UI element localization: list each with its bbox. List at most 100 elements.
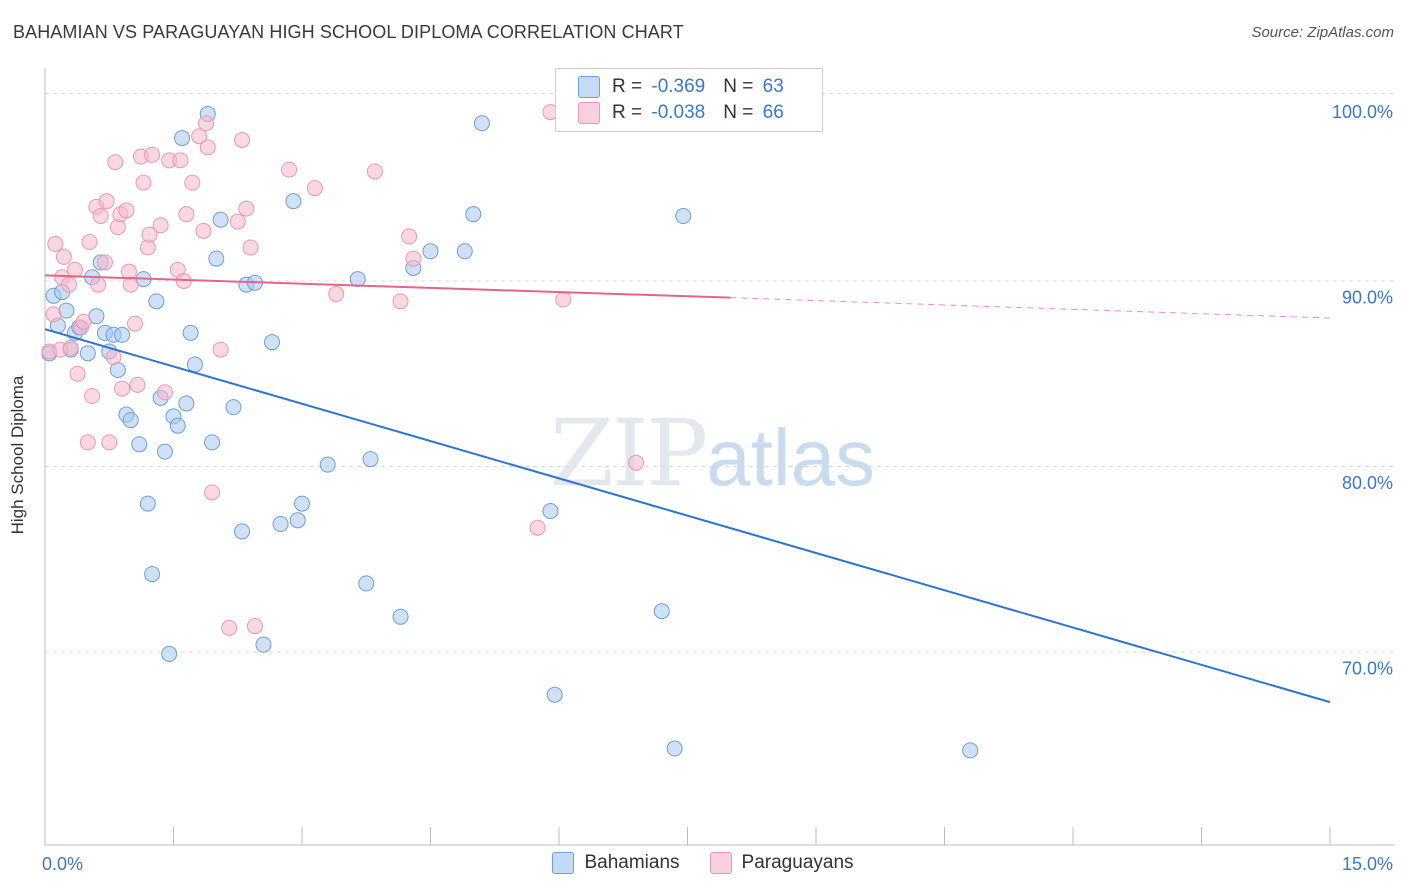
data-point-paraguayans	[392, 293, 409, 310]
data-point-paraguayans	[90, 276, 107, 293]
y-tick-label: 100.0%	[1332, 102, 1393, 122]
legend-swatch-paraguayans	[578, 102, 600, 124]
data-point-bahamians	[139, 495, 156, 512]
data-point-paraguayans	[122, 276, 139, 293]
data-point-paraguayans	[141, 226, 158, 243]
data-point-paraguayans	[172, 152, 189, 169]
watermark-atlas: atlas	[706, 413, 876, 502]
data-point-bahamians	[212, 211, 229, 228]
data-point-paraguayans	[221, 619, 238, 636]
source-label: Source: ZipAtlas.com	[1251, 24, 1394, 41]
legend-n-value: 63	[762, 76, 784, 97]
data-point-bahamians	[666, 740, 683, 757]
data-point-bahamians	[264, 334, 281, 351]
legend-swatch-bahamians	[578, 76, 600, 98]
legend-r-label: R =	[612, 102, 648, 123]
data-point-bahamians	[79, 345, 96, 362]
data-point-paraguayans	[79, 434, 96, 451]
data-point-paraguayans	[199, 139, 216, 156]
data-point-bahamians	[473, 115, 490, 132]
data-point-paraguayans	[195, 222, 212, 239]
data-point-bahamians	[169, 417, 186, 434]
legend-n-label: N =	[723, 76, 759, 97]
y-axis-label: High School Diploma	[8, 375, 27, 535]
data-point-paraguayans	[555, 291, 572, 308]
data-point-bahamians	[255, 636, 272, 653]
data-point-paraguayans	[178, 206, 195, 223]
data-point-paraguayans	[98, 193, 115, 210]
legend-r-label: R =	[612, 76, 648, 97]
data-point-bahamians	[362, 451, 379, 468]
data-point-bahamians	[122, 412, 139, 429]
data-point-bahamians	[546, 686, 563, 703]
data-point-bahamians	[156, 443, 173, 460]
data-point-paraguayans	[96, 254, 113, 271]
data-point-paraguayans	[405, 250, 422, 267]
data-point-bahamians	[204, 434, 221, 451]
data-point-bahamians	[675, 208, 692, 225]
data-point-bahamians	[144, 566, 161, 583]
data-point-paraguayans	[92, 208, 109, 225]
legend-row-bahamians: R = -0.369 N = 63	[578, 74, 788, 100]
legend-row-paraguayans: R = -0.038 N = 66	[578, 100, 788, 126]
data-point-bahamians	[422, 243, 439, 260]
data-point-paraguayans	[47, 235, 64, 252]
watermark: ZIPatlas	[550, 400, 875, 507]
data-point-bahamians	[234, 523, 251, 540]
data-point-paraguayans	[45, 306, 62, 323]
data-point-paraguayans	[118, 202, 135, 219]
data-point-bahamians	[653, 603, 670, 620]
data-point-paraguayans	[401, 228, 418, 245]
y-tick-label: 70.0%	[1342, 659, 1393, 679]
data-point-bahamians	[319, 456, 336, 473]
data-point-paraguayans	[242, 239, 259, 256]
data-point-bahamians	[182, 324, 199, 341]
legend-swatch-bahamians	[552, 852, 575, 874]
trend-lines	[44, 274, 1331, 704]
data-point-paraguayans	[191, 128, 208, 145]
data-point-paraguayans	[281, 161, 298, 178]
chart-title: BAHAMIAN VS PARAGUAYAN HIGH SCHOOL DIPLO…	[13, 22, 684, 42]
data-point-paraguayans	[66, 261, 83, 278]
x-tick-label: 15.0%	[1342, 854, 1393, 874]
data-point-paraguayans	[126, 315, 143, 332]
data-point-bahamians	[148, 293, 165, 310]
data-point-paraguayans	[109, 219, 126, 236]
legend-n-label: N =	[723, 102, 759, 123]
legend-item-bahamians[interactable]: Bahamians	[552, 852, 680, 874]
legend-item-paraguayans[interactable]: Paraguayans	[709, 852, 854, 874]
data-point-bahamians	[465, 206, 482, 223]
data-point-paraguayans	[60, 276, 77, 293]
data-point-paraguayans	[328, 285, 345, 302]
data-point-bahamians	[161, 645, 178, 662]
data-point-bahamians	[272, 516, 289, 533]
data-point-paraguayans	[62, 339, 79, 356]
data-point-bahamians	[358, 575, 375, 592]
data-point-paraguayans	[238, 200, 255, 217]
data-point-bahamians	[174, 130, 191, 147]
data-point-paraguayans	[246, 618, 263, 635]
data-point-bahamians	[456, 243, 473, 260]
axes	[44, 68, 1395, 846]
legend-label-paraguayans: Paraguayans	[741, 852, 854, 873]
data-points	[41, 104, 979, 759]
data-point-bahamians	[294, 495, 310, 512]
grid-lines	[45, 93, 1395, 653]
legend-r-value: -0.038	[651, 102, 706, 123]
data-point-paraguayans	[81, 233, 98, 250]
data-point-paraguayans	[152, 217, 169, 234]
data-point-paraguayans	[135, 174, 152, 191]
data-point-bahamians	[349, 271, 366, 288]
data-point-bahamians	[131, 436, 148, 453]
data-point-paraguayans	[204, 484, 221, 501]
data-point-paraguayans	[105, 349, 122, 366]
series-legend: Bahamians Paraguayans	[0, 852, 1406, 874]
data-point-bahamians	[114, 326, 131, 343]
data-point-paraguayans	[184, 174, 201, 191]
watermark-zip: ZIP	[550, 400, 708, 507]
data-point-bahamians	[542, 503, 559, 520]
data-point-paraguayans	[69, 365, 86, 382]
data-point-paraguayans	[144, 146, 161, 163]
data-point-paraguayans	[628, 454, 645, 471]
data-point-paraguayans	[114, 380, 131, 397]
